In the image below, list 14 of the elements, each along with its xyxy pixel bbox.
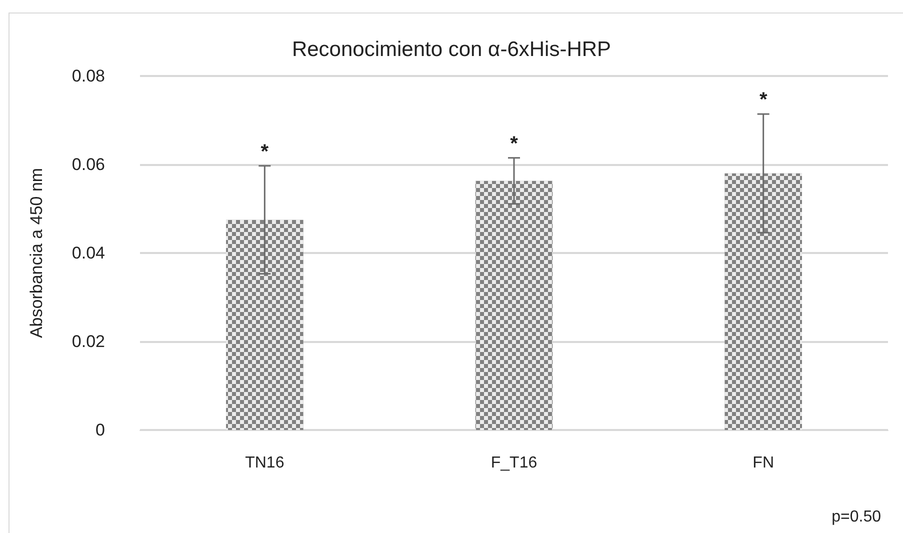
y-tick-label: 0.02 [72, 332, 105, 351]
annotation: * [759, 89, 768, 112]
y-tick-label: 0.06 [72, 155, 105, 174]
annotation: * [510, 132, 518, 155]
text: p=0.50 [832, 508, 882, 526]
x-tick-label: FN [752, 454, 774, 472]
x-tick-label: F_T16 [490, 454, 538, 472]
y-tick-label: 0.08 [72, 66, 105, 86]
x-tick-label: TN16 [245, 454, 284, 472]
y-tick-label: 0 [96, 420, 105, 440]
y-tick-label: 0.04 [72, 244, 105, 262]
chart-title: Reconocimiento con α-6xHis-HRP [292, 38, 612, 61]
y-axis-title: Absorbancia a 450 nm [27, 168, 46, 338]
annotation: * [260, 140, 269, 163]
